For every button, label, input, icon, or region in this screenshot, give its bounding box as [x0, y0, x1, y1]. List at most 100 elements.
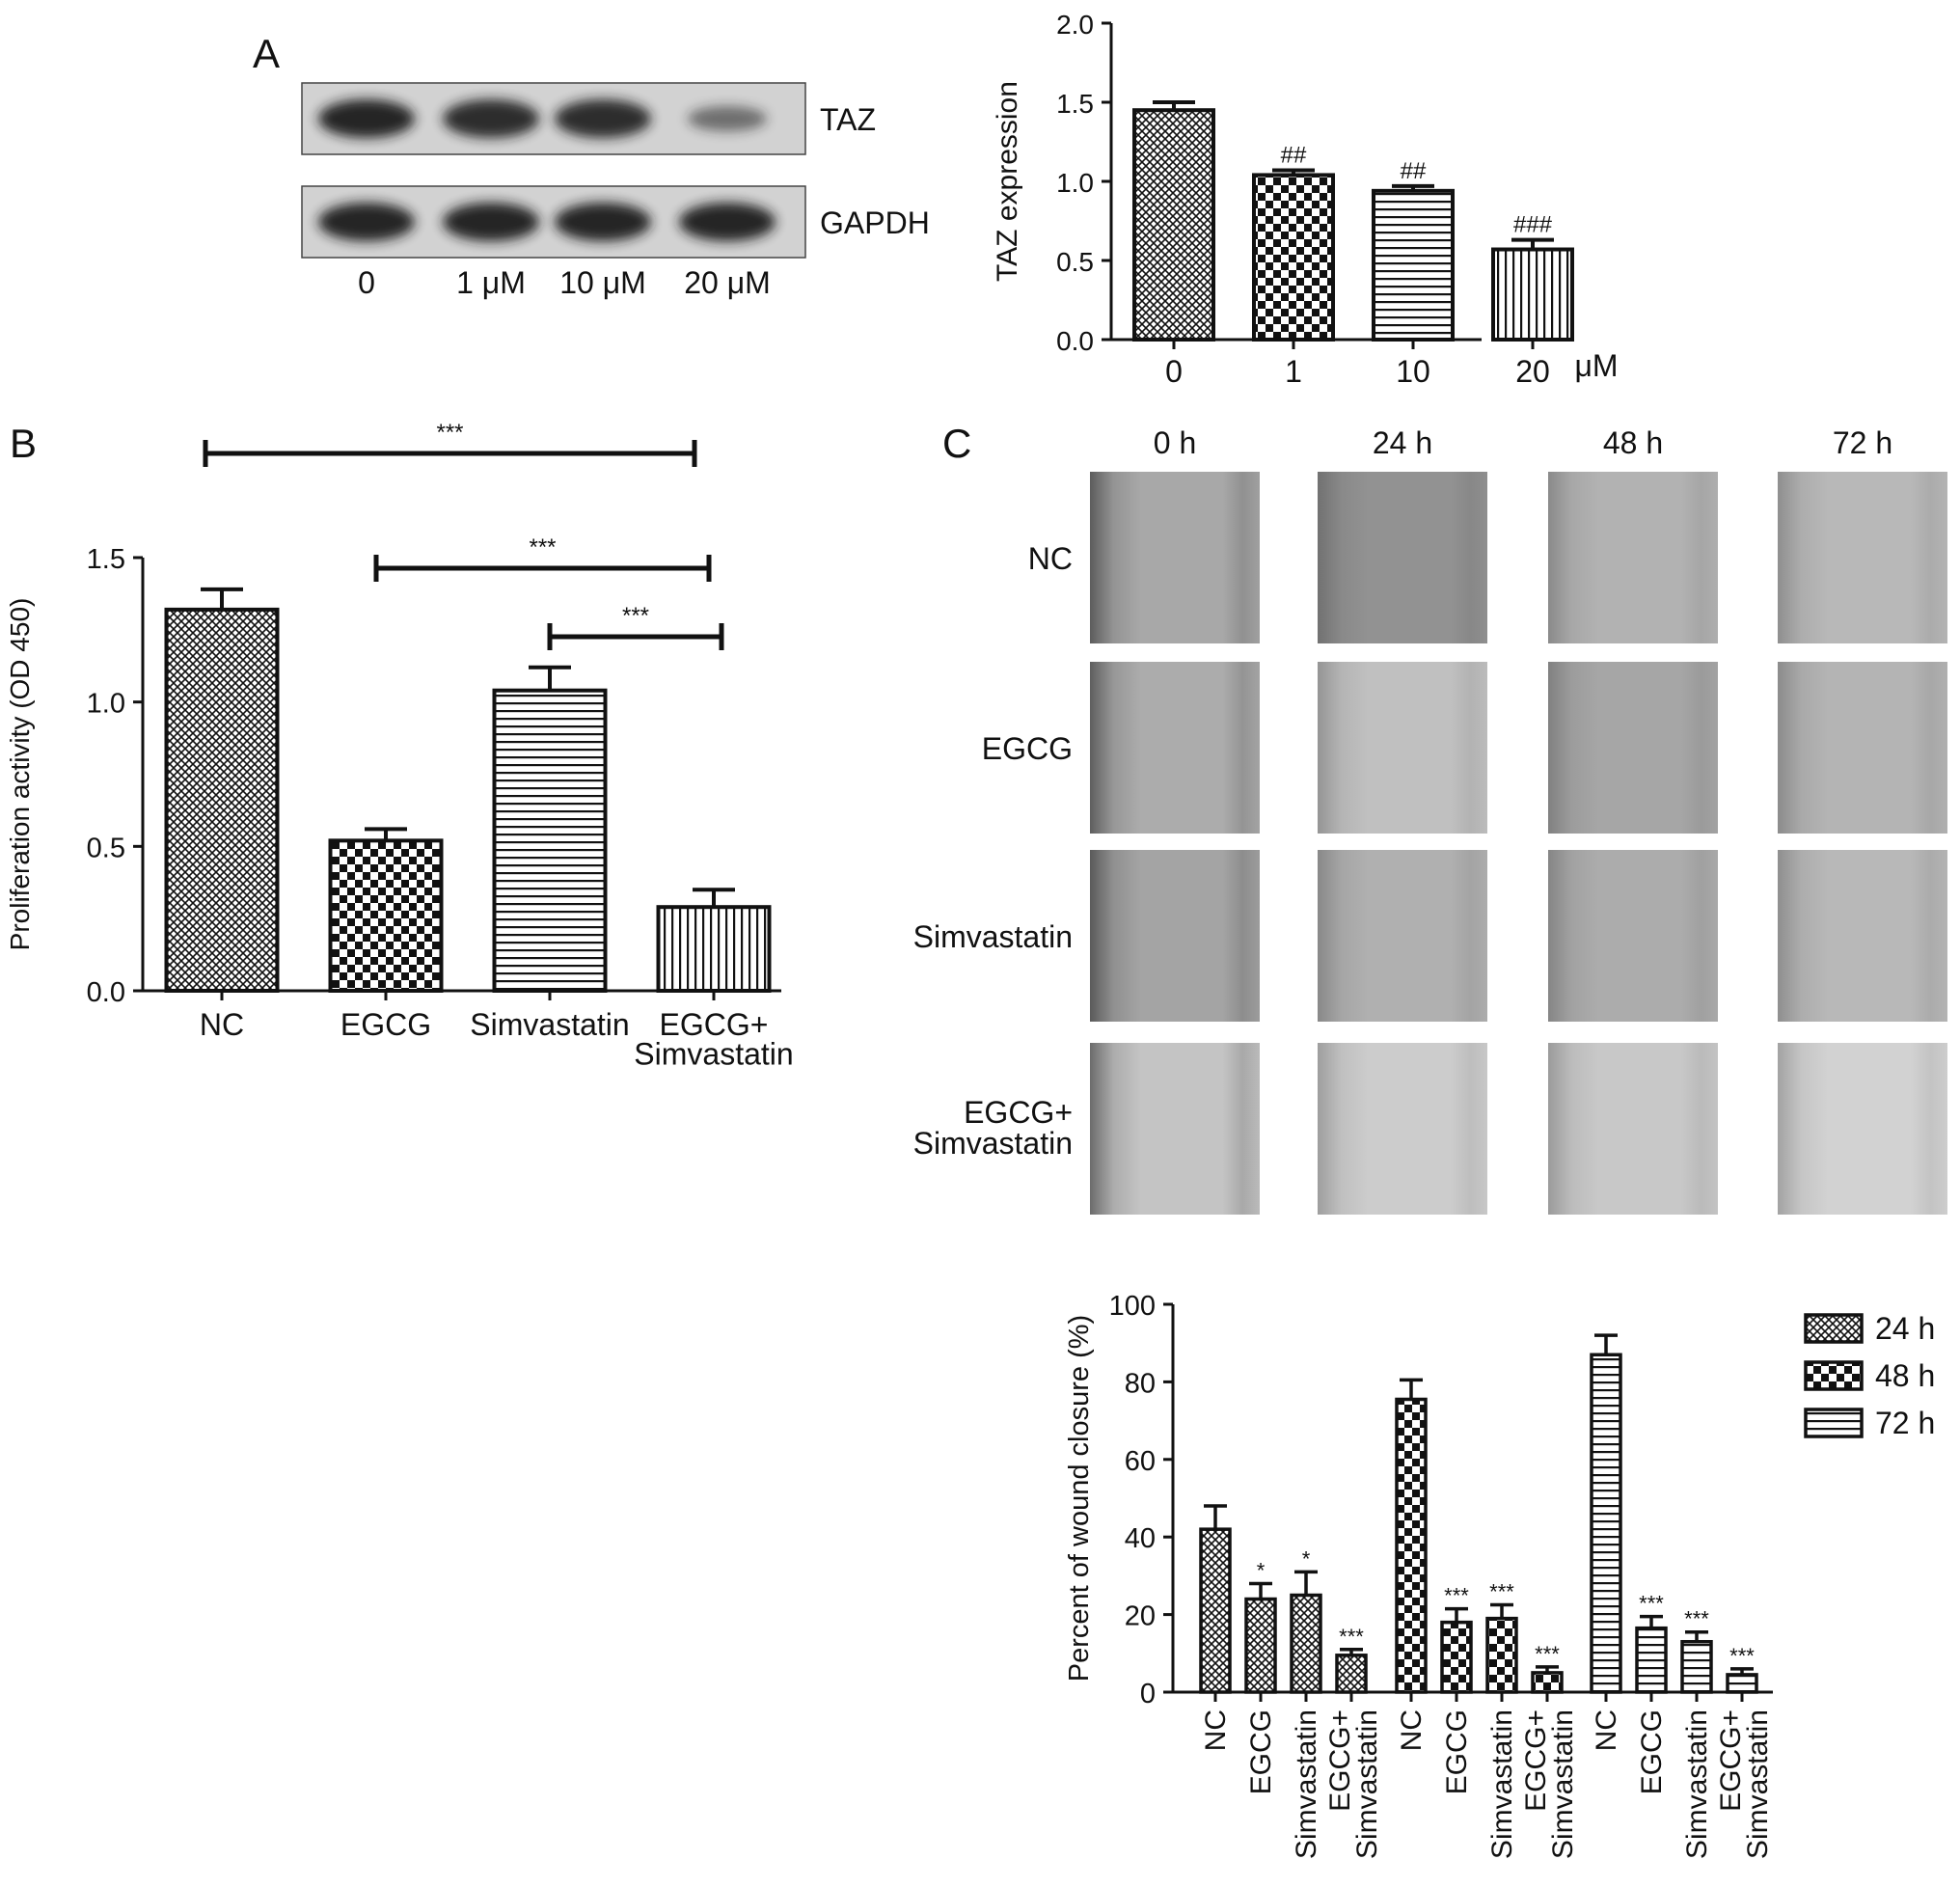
significance-label: *** [1444, 1584, 1469, 1608]
x-tick-label: EGCG [340, 1007, 431, 1042]
micrograph-wound-edge [1090, 1043, 1260, 1215]
bar [1132, 108, 1215, 342]
micrograph-wound-edge [1778, 472, 1947, 643]
y-tick-label: 1.0 [1056, 168, 1094, 198]
micrograph-wound-edge [1318, 472, 1487, 643]
blot-lane-label: 20 μM [684, 265, 771, 300]
blot-band [443, 99, 539, 138]
y-tick-label: 80 [1125, 1368, 1156, 1399]
significance-label: *** [1684, 1607, 1709, 1631]
y-axis-label: TAZ expression [992, 81, 1023, 282]
bar [328, 838, 444, 994]
row-group-label: Simvastatin [913, 919, 1073, 954]
row-group-label: EGCG [982, 731, 1073, 766]
micrograph-wound-edge [1090, 850, 1260, 1022]
x-tick-label: 0 [1165, 354, 1183, 389]
timepoint-label: 48 h [1603, 425, 1663, 460]
panel-label-b: B [10, 421, 37, 466]
x-tick-label: Simvastatin [1486, 1709, 1518, 1859]
bracket-label: *** [529, 534, 556, 561]
significance-label: *** [1639, 1592, 1664, 1616]
micrograph-wound-edge [1090, 472, 1260, 643]
legend-label: 24 h [1875, 1311, 1935, 1346]
blot-lane-label: 10 μM [559, 265, 646, 300]
timepoint-label: 24 h [1373, 425, 1432, 460]
x-tick-label: NC [1591, 1709, 1622, 1751]
significance-label: ## [1401, 158, 1427, 184]
bar [1372, 188, 1455, 342]
bar [1199, 1527, 1232, 1694]
x-tick-label: Simvastatin [470, 1007, 629, 1042]
bar [164, 607, 280, 993]
micrograph-wound-edge [1318, 850, 1487, 1022]
bar [656, 905, 772, 994]
x-tick-label: NC [1396, 1709, 1428, 1751]
y-tick-label: 100 [1109, 1291, 1156, 1322]
legend-label: 48 h [1875, 1358, 1935, 1393]
legend-swatch [1804, 1360, 1864, 1391]
x-tick-label: NC [200, 1007, 244, 1042]
taz-expression-chart: 0.0 0.5 1.0 1.5 2.0 TAZ expression 0 1 ## 10 ## 20 #… [992, 10, 1619, 389]
x-tick-label: 10 [1396, 354, 1430, 389]
significance-label: ### [1513, 212, 1553, 238]
panel-label-a: A [253, 31, 280, 76]
bar [1491, 247, 1574, 342]
x-unit-label: μM [1574, 348, 1618, 383]
bar [1290, 1593, 1322, 1694]
bar [1440, 1620, 1473, 1694]
legend-label: 72 h [1875, 1406, 1935, 1440]
legend-swatch [1804, 1408, 1864, 1438]
proliferation-chart: 0.0 0.5 1.0 1.5 Proliferation activity (OD 4… [5, 420, 794, 1071]
x-tick-label: EGCG+Simvastatin [634, 1007, 793, 1071]
bar [492, 688, 608, 994]
micrograph-wound-edge [1778, 850, 1947, 1022]
y-tick-label: 1.0 [87, 689, 125, 720]
y-tick-label: 0 [1140, 1679, 1156, 1709]
micrograph-wound-edge [1778, 1043, 1947, 1215]
significance-label: *** [1535, 1642, 1560, 1666]
bar [1395, 1397, 1428, 1694]
row-group-label: NC [1028, 541, 1073, 576]
bracket-label: *** [622, 603, 649, 629]
y-axis-label: Percent of wound closure (%) [1064, 1315, 1095, 1682]
significance-label: * [1302, 1546, 1311, 1571]
micrograph-wound-edge [1548, 662, 1718, 834]
x-tick-label: EGCG [1245, 1709, 1277, 1794]
y-tick-label: 2.0 [1056, 10, 1094, 40]
x-tick-label: EGCG+Simvastatin [1520, 1709, 1579, 1859]
bar [1680, 1639, 1713, 1694]
x-tick-label: NC [1200, 1709, 1232, 1751]
western-blot: TAZ GAPDH 0 1 μM 10 μM 20 μM [301, 82, 930, 300]
x-tick-label: EGCG [1636, 1709, 1668, 1794]
significance-label: *** [1489, 1580, 1514, 1604]
bar [1335, 1654, 1368, 1694]
significance-label: ## [1281, 143, 1307, 169]
x-tick-label: EGCG [1441, 1709, 1473, 1794]
timepoint-label: 72 h [1833, 425, 1892, 460]
y-tick-label: 0.0 [87, 977, 125, 1008]
y-tick-label: 0.0 [1056, 326, 1094, 356]
legend-swatch [1804, 1313, 1864, 1344]
x-tick-label: 20 [1515, 354, 1550, 389]
bar [1726, 1673, 1758, 1694]
micrograph-wound-edge [1778, 662, 1947, 834]
blot-band [688, 106, 767, 131]
blot-band [318, 203, 415, 241]
x-tick-label: Simvastatin [1681, 1709, 1713, 1859]
row-group-label: EGCG+ Simvastatin [913, 1095, 1073, 1161]
bar [1252, 173, 1335, 342]
wound-healing-micrographs: 0 h 24 h 48 h 72 h NC EGCG Simvastatin EGCG+ Sim… [913, 425, 1947, 1215]
x-tick-label: EGCG+Simvastatin [1715, 1709, 1774, 1859]
x-tick-label: 1 [1285, 354, 1302, 389]
bar [1244, 1597, 1277, 1694]
significance-label: *** [1339, 1625, 1364, 1649]
wound-closure-chart: 0 20 40 60 80 100 Percent of wound closure (%)… [1064, 1291, 1935, 1859]
bar [1590, 1353, 1622, 1694]
bracket-label: *** [436, 420, 463, 446]
bar [1531, 1671, 1564, 1694]
blot-band [555, 99, 651, 138]
blot-band [679, 203, 776, 241]
micrograph-wound-edge [1090, 662, 1260, 834]
micrograph-wound-edge [1548, 1043, 1718, 1215]
